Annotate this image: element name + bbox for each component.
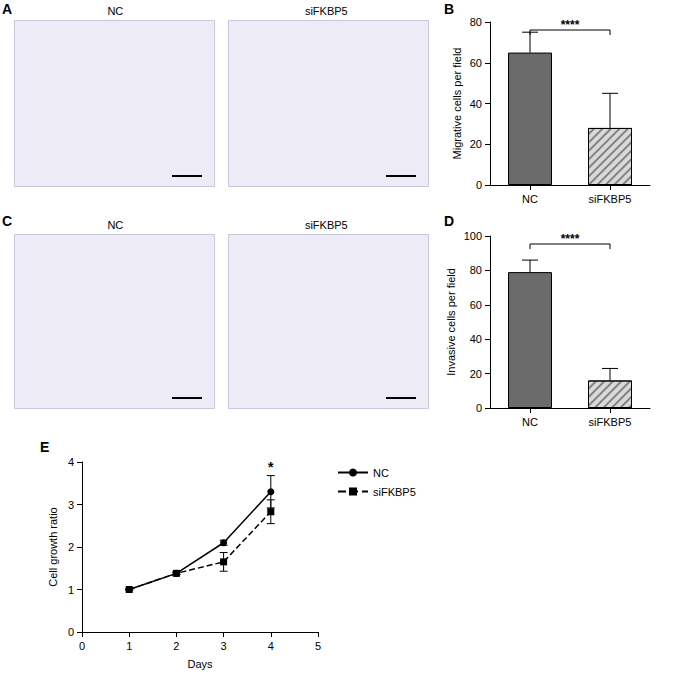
svg-text:2: 2 xyxy=(68,541,74,553)
svg-text:Days: Days xyxy=(187,658,213,670)
svg-text:20: 20 xyxy=(470,368,482,380)
svg-text:80: 80 xyxy=(470,16,482,28)
svg-text:3: 3 xyxy=(68,499,74,511)
svg-text:1: 1 xyxy=(68,584,74,596)
svg-text:NC: NC xyxy=(107,5,123,17)
svg-text:0: 0 xyxy=(476,179,482,191)
svg-text:100: 100 xyxy=(464,230,482,242)
svg-text:Invasive cells per field: Invasive cells per field xyxy=(445,268,457,376)
svg-text:siFKBP5: siFKBP5 xyxy=(373,486,416,498)
svg-text:****: **** xyxy=(561,18,580,32)
svg-text:NC: NC xyxy=(522,416,538,428)
svg-text:3: 3 xyxy=(221,640,227,652)
svg-text:siFKBP5: siFKBP5 xyxy=(305,5,348,17)
svg-text:60: 60 xyxy=(470,57,482,69)
svg-text:NC: NC xyxy=(522,193,538,205)
svg-text:4: 4 xyxy=(268,640,274,652)
svg-text:0: 0 xyxy=(79,640,85,652)
svg-text:4: 4 xyxy=(68,456,74,468)
svg-text:0: 0 xyxy=(476,402,482,414)
svg-text:NC: NC xyxy=(107,219,123,231)
svg-text:E: E xyxy=(40,439,49,455)
svg-text:80: 80 xyxy=(470,264,482,276)
svg-text:siFKBP5: siFKBP5 xyxy=(589,416,632,428)
svg-text:0: 0 xyxy=(68,626,74,638)
svg-text:1: 1 xyxy=(126,640,132,652)
svg-text:40: 40 xyxy=(470,98,482,110)
svg-text:20: 20 xyxy=(470,138,482,150)
svg-text:B: B xyxy=(444,1,454,17)
svg-text:C: C xyxy=(2,213,12,229)
svg-text:5: 5 xyxy=(315,640,321,652)
svg-text:*: * xyxy=(268,459,274,475)
svg-text:D: D xyxy=(444,213,454,229)
svg-text:siFKBP5: siFKBP5 xyxy=(305,219,348,231)
svg-text:Cell growth ratio: Cell growth ratio xyxy=(47,507,59,586)
svg-text:40: 40 xyxy=(470,333,482,345)
svg-text:siFKBP5: siFKBP5 xyxy=(589,193,632,205)
svg-text:A: A xyxy=(2,1,12,17)
svg-text:****: **** xyxy=(561,232,580,246)
svg-text:Migrative cells per field: Migrative cells per field xyxy=(451,48,463,160)
svg-text:NC: NC xyxy=(373,467,389,479)
svg-text:2: 2 xyxy=(173,640,179,652)
svg-text:60: 60 xyxy=(470,299,482,311)
